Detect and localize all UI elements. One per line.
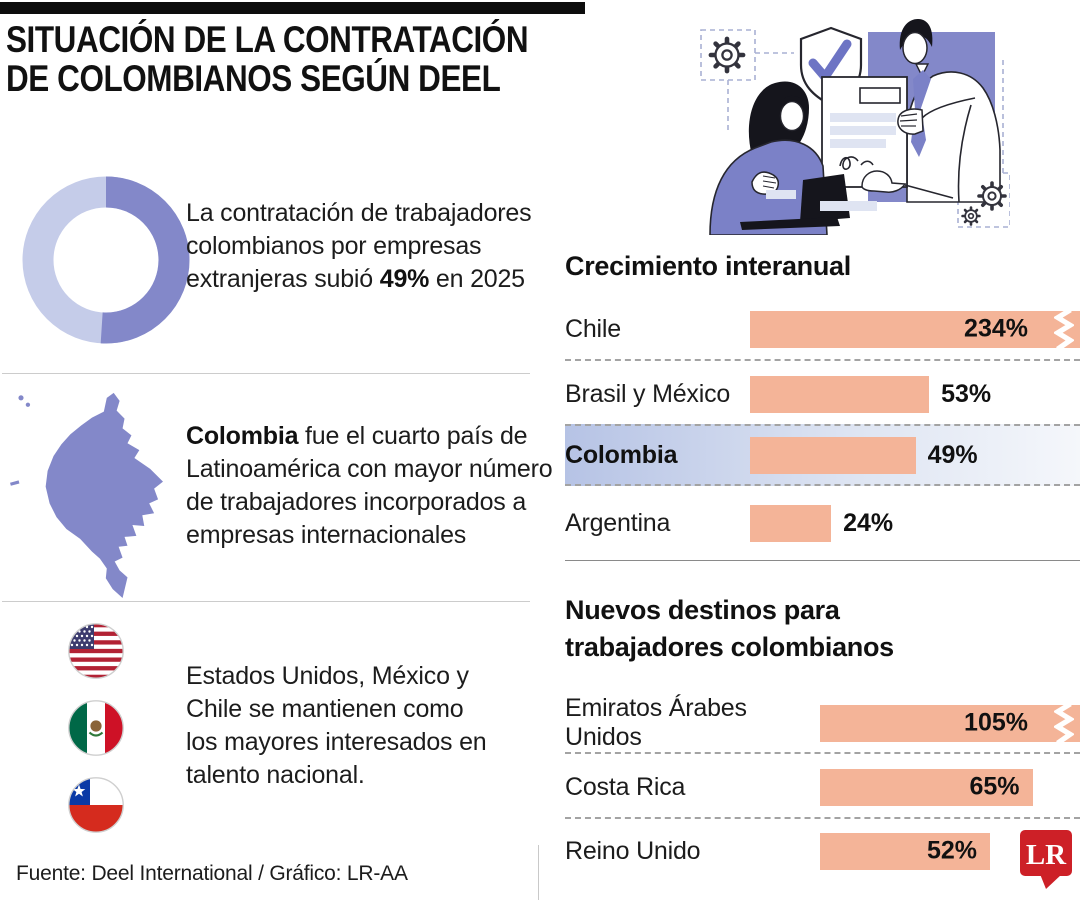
bar-brasil-mexico — [750, 375, 930, 413]
woman-figure — [709, 81, 828, 235]
bar-label: Brasil y México — [565, 379, 731, 408]
section-divider — [565, 560, 1080, 561]
bar-costa-rica: 65% — [820, 768, 1033, 806]
bar-label: Reino Unido — [565, 836, 701, 865]
fact-hiring-before: La contratación de trabajadores colombia… — [186, 199, 532, 293]
page-title: SITUACIÓN DE LA CONTRATACIÓN DE COLOMBIA… — [6, 19, 529, 99]
usa-flag-icon — [68, 623, 124, 679]
bar-chile: 234% — [750, 309, 1080, 349]
bar-label: Argentina — [565, 508, 671, 537]
donut-chart-icon — [22, 176, 190, 344]
bar-label: Colombia — [565, 440, 678, 469]
chile-flag-icon — [68, 777, 124, 833]
gear-icon — [977, 181, 1007, 211]
divider — [2, 601, 530, 602]
header-accent-bar — [0, 2, 585, 14]
colombia-map-icon — [10, 392, 163, 599]
footer-divider-tick — [538, 845, 539, 900]
mexico-flag-icon — [68, 700, 124, 756]
fact-ranking-highlight: Colombia — [186, 422, 299, 450]
bar-value: 49% — [927, 440, 978, 469]
growth-chart-title: Crecimiento interanual — [565, 251, 851, 281]
fact-ranking-text: Colombia fue el cuarto país de Latinoamé… — [186, 420, 554, 552]
fact-hiring-text: La contratación de trabajadores colombia… — [186, 197, 554, 296]
bar-value: 53% — [941, 379, 992, 408]
bar-row-argentina: Argentina 24% — [565, 498, 1080, 548]
bar-value: 105% — [964, 708, 1028, 737]
hiring-illustration — [700, 19, 1010, 235]
bar-row-emiratos: Emiratos Árabes Unidos 105% — [565, 694, 1080, 751]
fact-hiring-after: en 2025 — [429, 265, 525, 293]
bar-label: Emiratos Árabes Unidos — [565, 694, 747, 751]
gear-icon — [708, 36, 746, 74]
bar-value: 24% — [843, 508, 894, 537]
bar-row-costa-rica: Costa Rica 65% — [565, 762, 1080, 812]
bar-value: 65% — [969, 772, 1020, 801]
divider — [2, 373, 530, 374]
page-title-line1: SITUACIÓN DE LA CONTRATACIÓN — [6, 19, 529, 60]
bar-reino-unido: 52% — [820, 832, 991, 870]
bar-label: Chile — [565, 314, 621, 343]
source-credit: Fuente: Deel International / Gráfico: LR… — [16, 862, 408, 885]
bar-argentina — [750, 504, 832, 542]
bar-label: Costa Rica — [565, 772, 686, 801]
bar-value: 52% — [926, 836, 978, 865]
fact-countries-body: Estados Unidos, México y Chile se mantie… — [186, 662, 487, 789]
bar-colombia — [750, 436, 916, 474]
axis-break-icon — [1054, 309, 1074, 349]
fact-ranking-after: fue el cuarto país de Latinoamérica con … — [186, 422, 553, 549]
bar-value: 234% — [964, 314, 1028, 343]
hand-icon — [897, 108, 924, 135]
dashed-separator — [565, 817, 1080, 819]
laptop-icon — [800, 174, 850, 222]
lr-logo-text: LR — [1026, 839, 1067, 871]
signature-squiggle — [839, 156, 874, 170]
gear-icon — [961, 206, 981, 226]
bar-row-reino-unido: Reino Unido 52% — [565, 826, 1080, 876]
axis-break-icon — [1054, 703, 1074, 743]
fact-hiring-highlight: 49% — [379, 265, 430, 293]
bar-emiratos: 105% — [820, 703, 1080, 743]
bar-row-brasil-mexico: Brasil y México 53% — [565, 369, 1080, 419]
bar-row-colombia: Colombia 49% — [565, 426, 1080, 484]
open-hand-icon — [861, 170, 954, 199]
lr-logo: LR — [1020, 830, 1072, 889]
destinations-chart-title: Nuevos destinos para trabajadores colomb… — [565, 595, 894, 662]
page-title-line2: DE COLOMBIANOS SEGÚN DEEL — [6, 58, 501, 99]
bar-row-chile: Chile 234% — [565, 304, 1080, 354]
dashed-separator — [565, 752, 1080, 754]
contract-document-icon — [821, 76, 908, 188]
fact-countries-text: Estados Unidos, México y Chile se mantie… — [186, 660, 498, 792]
highlight-band-colombia: Colombia 49% — [565, 424, 1080, 486]
dashed-separator — [565, 359, 1080, 361]
